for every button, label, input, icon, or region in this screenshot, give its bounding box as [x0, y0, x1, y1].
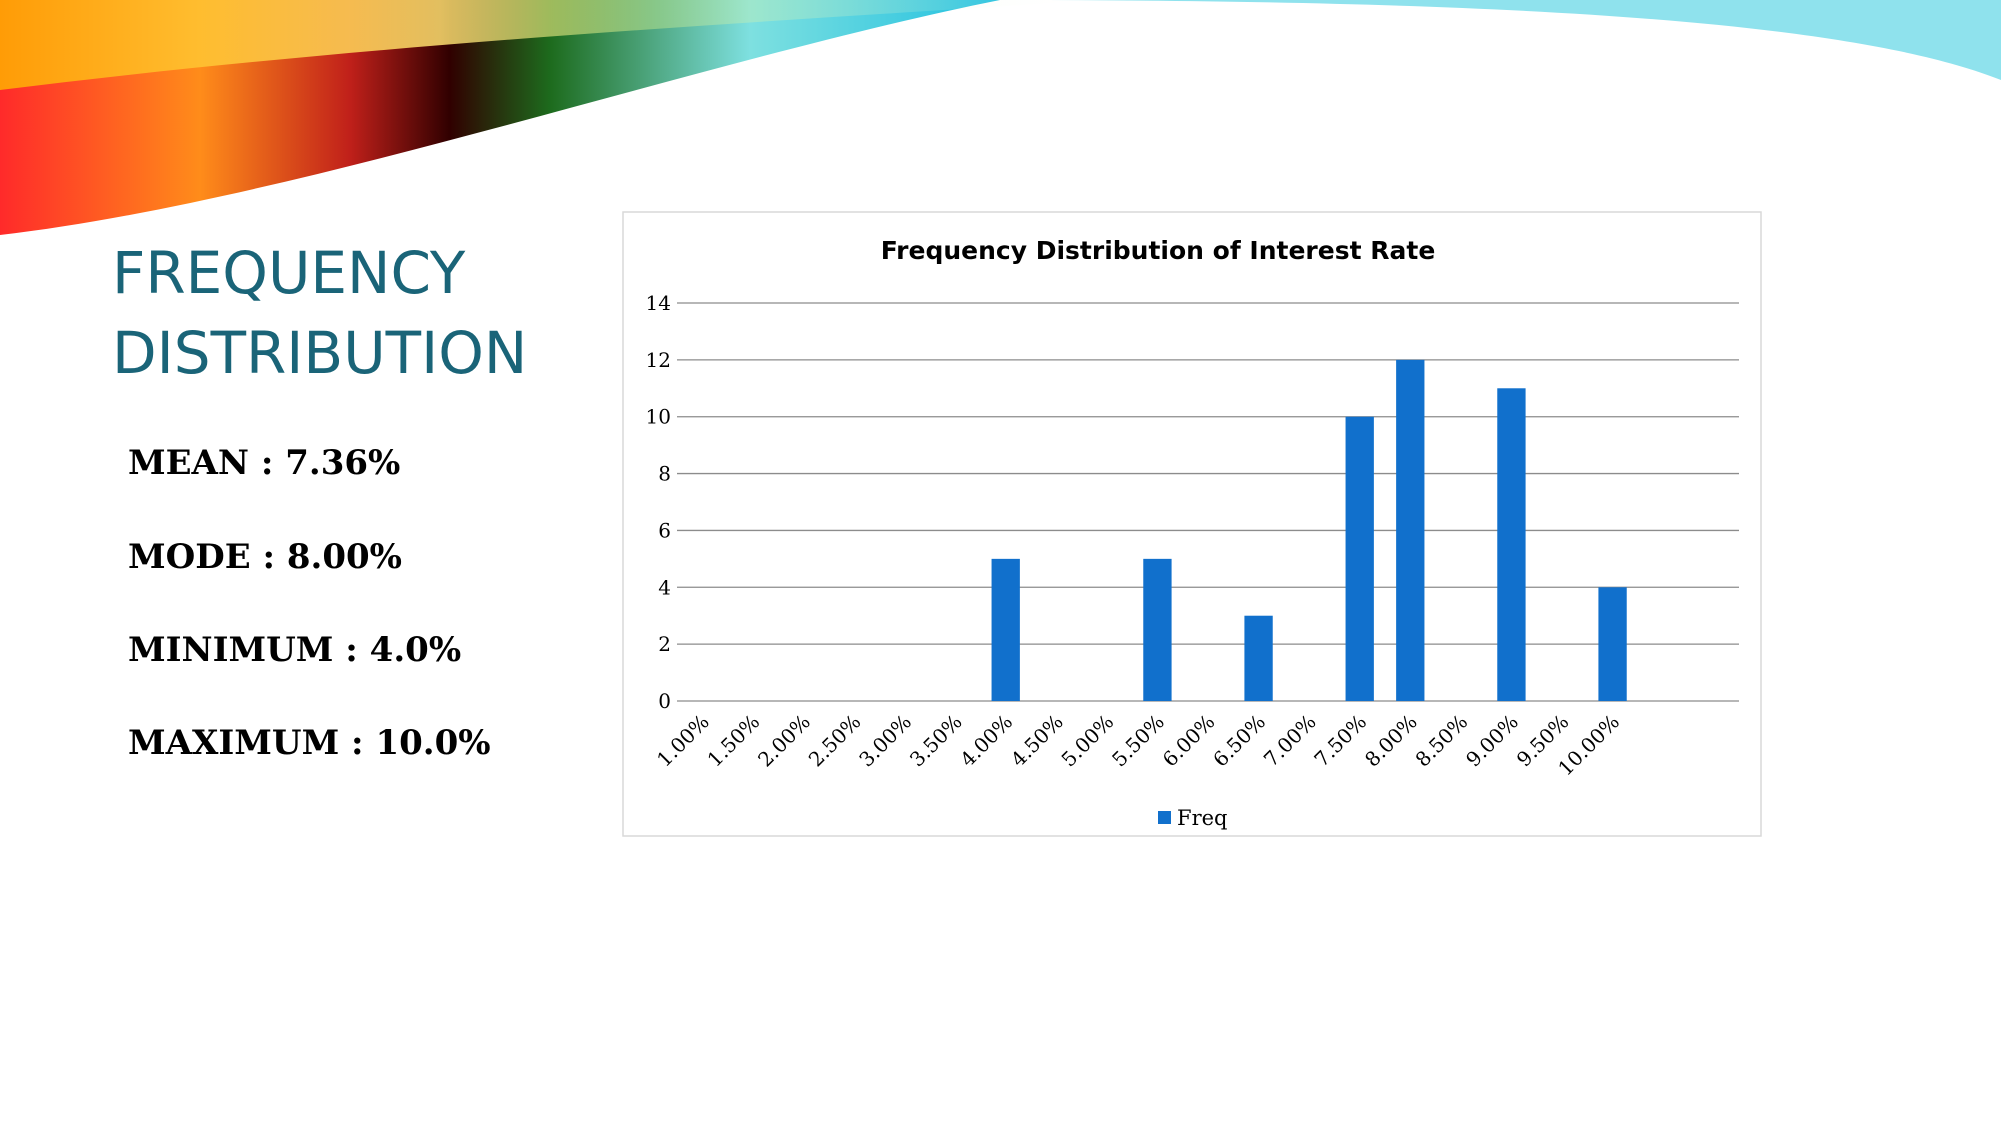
y-tick-label: 10 [646, 405, 671, 429]
slide-title: FREQUENCY [112, 239, 466, 307]
decor-swoosh [0, 0, 1100, 90]
stat: MINIMUM : 4.0% [128, 630, 461, 670]
y-tick-label: 14 [646, 291, 671, 315]
y-tick-label: 12 [646, 348, 671, 372]
bar [1244, 615, 1273, 701]
y-tick-label: 8 [658, 462, 671, 486]
legend-swatch [1158, 811, 1171, 824]
slide-title: DISTRIBUTION [112, 319, 527, 387]
bar [1143, 558, 1172, 701]
chart-frame [622, 211, 1762, 837]
bar [1497, 388, 1526, 701]
bar [1396, 359, 1425, 701]
stat: MODE : 8.00% [128, 537, 402, 577]
bar [991, 558, 1020, 701]
decor-swoosh [1000, 0, 2001, 80]
chart-title: Frequency Distribution of Interest Rate [881, 236, 1436, 265]
legend-label: Freq [1177, 806, 1227, 830]
stat: MEAN : 7.36% [128, 443, 400, 483]
bar [1345, 416, 1374, 701]
y-tick-label: 6 [658, 518, 671, 542]
bar [1598, 587, 1627, 701]
y-tick-label: 0 [658, 689, 671, 713]
y-tick-label: 2 [658, 632, 671, 656]
y-tick-label: 4 [658, 575, 671, 599]
stat: MAXIMUM : 10.0% [128, 723, 491, 763]
